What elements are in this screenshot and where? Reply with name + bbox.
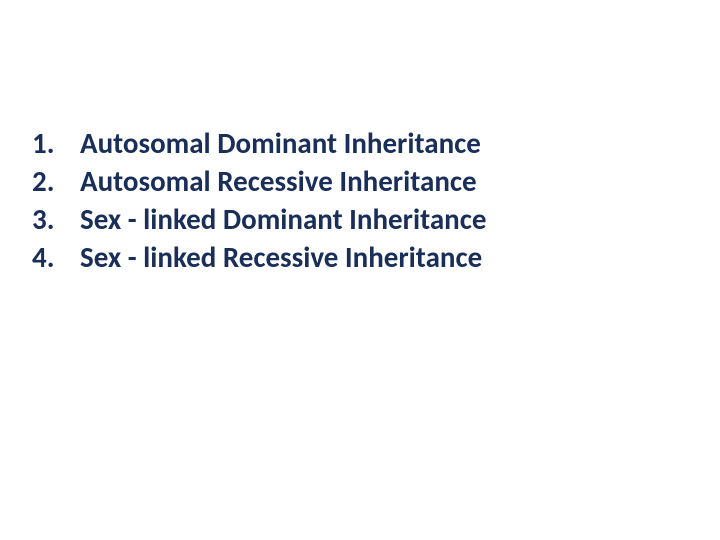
- list-item: 1. Autosomal Dominant Inheritance: [32, 125, 486, 161]
- list-text: Sex - linked Dominant Inheritance: [80, 201, 486, 237]
- list-text: Autosomal Recessive Inheritance: [80, 163, 477, 199]
- list-item: 4. Sex - linked Recessive Inheritance: [32, 239, 486, 275]
- list-number: 4.: [32, 239, 72, 275]
- list-text: Sex - linked Recessive Inheritance: [80, 239, 482, 275]
- list-number: 3.: [32, 201, 72, 237]
- list-item: 3. Sex - linked Dominant Inheritance: [32, 201, 486, 237]
- numbered-list: 1. Autosomal Dominant Inheritance 2. Aut…: [32, 125, 486, 277]
- list-text: Autosomal Dominant Inheritance: [80, 125, 481, 161]
- list-number: 2.: [32, 163, 72, 199]
- list-item: 2. Autosomal Recessive Inheritance: [32, 163, 486, 199]
- list-number: 1.: [32, 125, 72, 161]
